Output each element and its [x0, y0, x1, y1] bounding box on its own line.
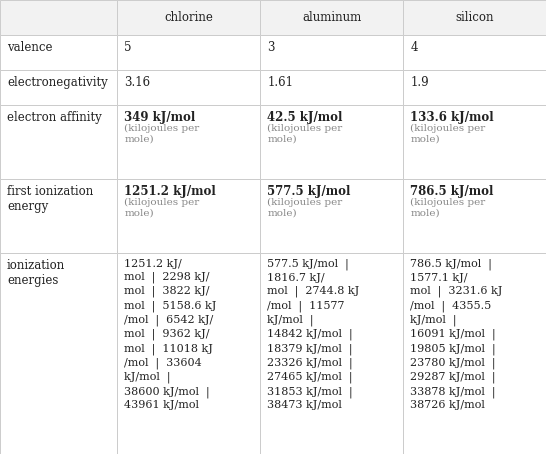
Text: 577.5 kJ/mol  |
1816.7 kJ/
mol  |  2744.8 kJ
/mol  |  11577
kJ/mol  |
14842 kJ/m: 577.5 kJ/mol | 1816.7 kJ/ mol | 2744.8 k…	[268, 259, 360, 410]
Bar	[0, 105, 117, 179]
Text: (kilojoules per
mole): (kilojoules per mole)	[411, 198, 486, 217]
Bar	[0, 0, 117, 35]
Bar	[0, 70, 117, 105]
Text: 133.6 kJ/mol: 133.6 kJ/mol	[411, 111, 494, 124]
Bar	[117, 105, 260, 179]
Text: 3.16: 3.16	[124, 76, 151, 89]
Text: aluminum: aluminum	[302, 11, 361, 24]
Bar	[403, 0, 546, 35]
Text: 786.5 kJ/mol  |
1577.1 kJ/
mol  |  3231.6 kJ
/mol  |  4355.5
kJ/mol  |
16091 kJ/: 786.5 kJ/mol | 1577.1 kJ/ mol | 3231.6 k…	[411, 259, 503, 410]
Bar	[260, 179, 403, 253]
Text: chlorine: chlorine	[164, 11, 213, 24]
Bar	[403, 105, 546, 179]
Bar	[117, 70, 260, 105]
Text: 5: 5	[124, 41, 132, 54]
Text: (kilojoules per
mole): (kilojoules per mole)	[268, 198, 343, 217]
Bar	[0, 179, 117, 253]
Text: electron affinity: electron affinity	[7, 111, 102, 124]
Text: first ionization
energy: first ionization energy	[7, 185, 93, 213]
Text: ionization
energies: ionization energies	[7, 259, 66, 287]
Text: 1251.2 kJ/
mol  |  2298 kJ/
mol  |  3822 kJ/
mol  |  5158.6 kJ
/mol  |  6542 kJ/: 1251.2 kJ/ mol | 2298 kJ/ mol | 3822 kJ/…	[124, 259, 217, 410]
Text: electronegativity: electronegativity	[7, 76, 108, 89]
Text: (kilojoules per
mole): (kilojoules per mole)	[124, 198, 200, 217]
Bar	[260, 35, 403, 70]
Bar	[260, 0, 403, 35]
Text: 349 kJ/mol: 349 kJ/mol	[124, 111, 195, 124]
Bar	[0, 35, 117, 70]
Bar	[403, 179, 546, 253]
Text: 3: 3	[268, 41, 275, 54]
Text: 1.61: 1.61	[268, 76, 293, 89]
Text: (kilojoules per
mole): (kilojoules per mole)	[124, 124, 200, 143]
Text: 1.9: 1.9	[411, 76, 429, 89]
Text: 786.5 kJ/mol: 786.5 kJ/mol	[411, 185, 494, 198]
Bar	[0, 253, 117, 454]
Text: 1251.2 kJ/mol: 1251.2 kJ/mol	[124, 185, 216, 198]
Text: 577.5 kJ/mol: 577.5 kJ/mol	[268, 185, 351, 198]
Bar	[260, 105, 403, 179]
Text: 4: 4	[411, 41, 418, 54]
Bar	[117, 253, 260, 454]
Bar	[117, 0, 260, 35]
Bar	[260, 253, 403, 454]
Text: (kilojoules per
mole): (kilojoules per mole)	[411, 124, 486, 143]
Bar	[117, 179, 260, 253]
Bar	[403, 253, 546, 454]
Text: valence: valence	[7, 41, 52, 54]
Text: 42.5 kJ/mol: 42.5 kJ/mol	[268, 111, 343, 124]
Text: (kilojoules per
mole): (kilojoules per mole)	[268, 124, 343, 143]
Bar	[117, 35, 260, 70]
Bar	[403, 35, 546, 70]
Bar	[260, 70, 403, 105]
Bar	[403, 70, 546, 105]
Text: silicon: silicon	[455, 11, 494, 24]
